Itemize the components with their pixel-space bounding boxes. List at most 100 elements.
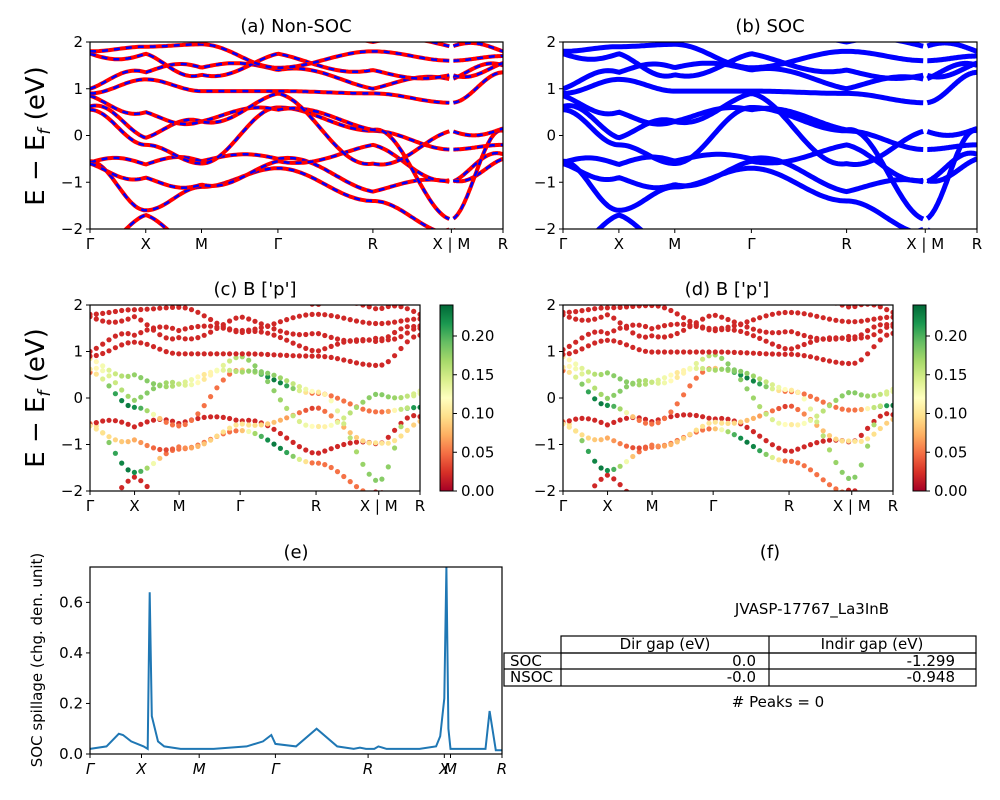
projection-point: [201, 351, 207, 357]
projection-point: [586, 288, 591, 293]
y-tick-label: 0: [73, 389, 83, 407]
projection-point: [169, 336, 176, 342]
projection-point: [585, 448, 592, 454]
projection-point: [687, 324, 693, 330]
projection-point: [144, 378, 150, 384]
projection-point: [890, 402, 893, 408]
projection-point: [290, 353, 296, 359]
projection-point: [106, 367, 112, 373]
projection-point: [315, 348, 322, 354]
projection-point: [182, 326, 188, 332]
projection-point: [598, 419, 604, 425]
projection-point: [668, 378, 674, 384]
projection-point: [833, 486, 839, 491]
projection-point: [246, 417, 252, 423]
projection-point: [195, 415, 201, 422]
projection-point: [385, 408, 391, 414]
projection-point: [131, 372, 137, 378]
projection-point: [284, 415, 290, 421]
projection-point: [360, 399, 366, 405]
band-line: [90, 52, 450, 80]
projection-point: [353, 439, 360, 445]
projection-point: [328, 398, 334, 404]
band-line: [90, 78, 450, 105]
projection-point: [284, 330, 290, 336]
y-tick-label: 0: [546, 389, 556, 407]
projection-point: [169, 379, 176, 385]
projection-point: [655, 420, 661, 426]
projection-point: [563, 421, 566, 427]
projection-point: [865, 317, 871, 323]
x-tick-label: R: [498, 235, 508, 253]
projection-point: [706, 313, 712, 319]
projection-point: [163, 380, 169, 386]
projection-point: [170, 299, 175, 304]
projection-point: [151, 291, 156, 296]
projection-point: [668, 441, 674, 448]
projection-point: [271, 352, 277, 358]
projection-point: [833, 317, 839, 323]
projection-point: [719, 427, 725, 433]
projection-point: [630, 414, 636, 420]
x-tick-label: M: [193, 760, 206, 778]
colorbar-tick-label: 0.10: [461, 405, 494, 423]
projection-point: [693, 322, 699, 328]
projection-point: [188, 336, 195, 342]
projection-point: [878, 513, 883, 518]
projection-point: [731, 432, 737, 438]
projection-point: [877, 322, 883, 328]
projection-point: [833, 336, 839, 342]
projection-point: [347, 435, 353, 441]
projection-point: [725, 316, 731, 323]
projection-point: [769, 382, 776, 388]
projection-point: [131, 339, 137, 345]
band-line: [563, 158, 913, 229]
x-tick-label: Γ: [559, 497, 568, 515]
projection-point: [93, 371, 99, 377]
projection-point: [144, 306, 150, 312]
projection-point: [820, 428, 826, 434]
projection-point: [366, 305, 372, 310]
projection-point: [176, 335, 182, 341]
projection-point: [725, 429, 731, 435]
projection-point: [417, 418, 420, 424]
projection-point: [182, 351, 188, 357]
projection-point: [858, 318, 864, 324]
x-tick-label: X | M: [432, 235, 470, 253]
projection-point: [163, 384, 169, 390]
projection-point: [890, 386, 893, 392]
projection-point: [90, 311, 93, 317]
y-tick-label: −2: [61, 220, 83, 238]
projection-point: [674, 321, 680, 327]
projection-point: [649, 305, 655, 309]
projection-point: [258, 422, 264, 428]
projection-point: [315, 423, 322, 430]
projection-point: [398, 318, 404, 324]
projection-point: [674, 349, 680, 355]
projection-point: [642, 420, 649, 426]
projection-point: [649, 326, 655, 332]
projection-point: [687, 412, 693, 418]
projection-point: [630, 344, 636, 350]
projection-point: [858, 357, 864, 363]
projection-point: [347, 338, 353, 344]
projection-point: [157, 293, 162, 298]
projection-point: [334, 443, 341, 450]
projection-point: [367, 491, 372, 496]
projection-point: [655, 380, 661, 386]
band-line: [453, 62, 503, 80]
projection-point: [618, 289, 623, 294]
projection-point: [890, 514, 895, 519]
projection-point: [681, 435, 687, 441]
panel-d-frame: [562, 304, 894, 492]
projection-point: [611, 419, 617, 425]
projection-point: [246, 422, 252, 428]
projection-point: [284, 449, 290, 456]
projection-point: [353, 434, 360, 441]
projection-point: [341, 473, 347, 480]
projection-point: [750, 326, 757, 332]
projection-point: [795, 298, 800, 303]
projection-point: [877, 425, 883, 432]
x-tick-label: X: [129, 497, 139, 515]
projection-point: [379, 392, 385, 398]
